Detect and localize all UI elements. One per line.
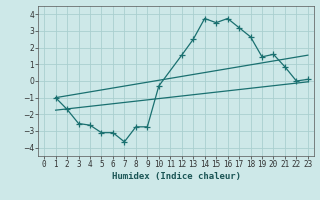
X-axis label: Humidex (Indice chaleur): Humidex (Indice chaleur) bbox=[111, 172, 241, 181]
